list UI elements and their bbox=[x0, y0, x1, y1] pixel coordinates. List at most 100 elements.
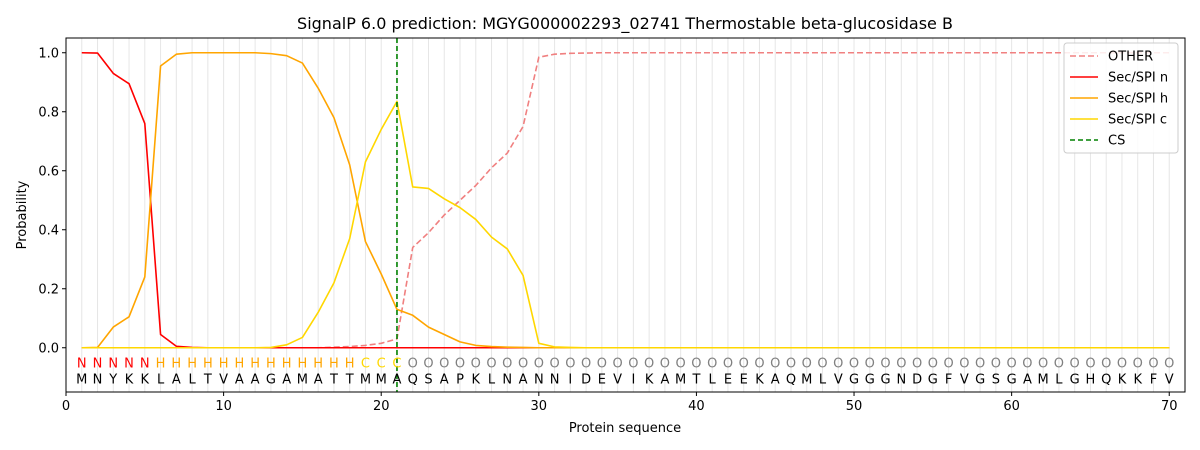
region-label: H bbox=[219, 357, 229, 372]
region-label: O bbox=[423, 357, 433, 372]
residue-label: G bbox=[1070, 373, 1080, 388]
residue-label: M bbox=[360, 373, 371, 388]
legend-label-cs: CS bbox=[1108, 134, 1125, 149]
region-label: O bbox=[849, 357, 859, 372]
chart-title: SignalP 6.0 prediction: MGYG000002293_02… bbox=[297, 14, 953, 34]
region-label: O bbox=[1164, 357, 1174, 372]
region-label: O bbox=[660, 357, 670, 372]
region-label: O bbox=[1054, 357, 1064, 372]
residue-label: M bbox=[1038, 373, 1049, 388]
residue-label: L bbox=[709, 373, 717, 388]
residue-label: G bbox=[928, 373, 938, 388]
residue-label: S bbox=[424, 373, 432, 388]
residue-label: L bbox=[157, 373, 165, 388]
region-label: O bbox=[707, 357, 717, 372]
residue-label: I bbox=[568, 373, 572, 388]
legend-label-sec-spi-c: Sec/SPI c bbox=[1108, 113, 1167, 128]
residue-label: H bbox=[1086, 373, 1096, 388]
y-tick-label: 1.0 bbox=[38, 46, 59, 61]
region-label: O bbox=[439, 357, 449, 372]
residue-label: G bbox=[975, 373, 985, 388]
region-label: O bbox=[613, 357, 623, 372]
residue-label: K bbox=[755, 373, 764, 388]
residue-label: N bbox=[534, 373, 544, 388]
plot-frame bbox=[65, 37, 1186, 393]
x-tick-label: 30 bbox=[531, 399, 548, 414]
region-label: O bbox=[1117, 357, 1127, 372]
region-label: O bbox=[770, 357, 780, 372]
residue-label: D bbox=[912, 373, 922, 388]
region-label: O bbox=[786, 357, 796, 372]
region-label: H bbox=[329, 357, 339, 372]
residue-label: V bbox=[1165, 373, 1174, 388]
residue-label: K bbox=[125, 373, 134, 388]
residue-label: M bbox=[675, 373, 686, 388]
region-label: O bbox=[644, 357, 654, 372]
legend: OTHER Sec/SPI n Sec/SPI h Sec/SPI c CS bbox=[1063, 42, 1179, 154]
x-tick-label: 10 bbox=[215, 399, 232, 414]
residue-label: F bbox=[1150, 373, 1157, 388]
residue-label: K bbox=[472, 373, 481, 388]
residue-label: G bbox=[881, 373, 891, 388]
residue-label: T bbox=[329, 373, 338, 388]
region-label: O bbox=[1148, 357, 1158, 372]
residue-label: K bbox=[1118, 373, 1127, 388]
residue-label: N bbox=[550, 373, 560, 388]
residue-label: M bbox=[801, 373, 812, 388]
residue-label: A bbox=[251, 373, 260, 388]
x-tick-label: 40 bbox=[688, 399, 705, 414]
region-label: O bbox=[1007, 357, 1017, 372]
region-label: O bbox=[817, 357, 827, 372]
sequence-annotation: NMNNNYNKNKHLHAHLHTHVHAHAHGHAHMHAHTHTCMCM… bbox=[76, 357, 1174, 388]
y-tick-label: 0.8 bbox=[38, 105, 59, 120]
region-label: O bbox=[471, 357, 481, 372]
grid-lines bbox=[81, 38, 1170, 392]
region-label: O bbox=[959, 357, 969, 372]
residue-label: L bbox=[819, 373, 827, 388]
residue-label: A bbox=[172, 373, 181, 388]
region-label: N bbox=[108, 357, 118, 372]
region-label: O bbox=[1070, 357, 1080, 372]
region-label: O bbox=[581, 357, 591, 372]
residue-label: K bbox=[645, 373, 654, 388]
y-axis-label: Probability bbox=[15, 180, 30, 249]
region-label: O bbox=[628, 357, 638, 372]
residue-label: L bbox=[188, 373, 196, 388]
region-label: H bbox=[298, 357, 308, 372]
region-label: O bbox=[833, 357, 843, 372]
residue-label: P bbox=[456, 373, 464, 388]
residue-label: Q bbox=[1101, 373, 1111, 388]
region-label: O bbox=[502, 357, 512, 372]
residue-label: M bbox=[376, 373, 387, 388]
residue-label: V bbox=[613, 373, 622, 388]
residue-label: A bbox=[235, 373, 244, 388]
residue-label: A bbox=[440, 373, 449, 388]
region-label: O bbox=[691, 357, 701, 372]
y-tick-label: 0.0 bbox=[38, 341, 59, 356]
x-tick-label: 60 bbox=[1003, 399, 1020, 414]
region-label: O bbox=[534, 357, 544, 372]
legend-label-other: OTHER bbox=[1108, 50, 1153, 65]
region-label: O bbox=[865, 357, 875, 372]
residue-label: M bbox=[297, 373, 308, 388]
residue-label: I bbox=[631, 373, 635, 388]
region-label: O bbox=[896, 357, 906, 372]
x-axis-label: Protein sequence bbox=[569, 421, 681, 436]
region-label: N bbox=[77, 357, 87, 372]
region-label: O bbox=[943, 357, 953, 372]
residue-label: V bbox=[219, 373, 228, 388]
region-label: O bbox=[597, 357, 607, 372]
residue-label: V bbox=[960, 373, 969, 388]
region-label: O bbox=[486, 357, 496, 372]
residue-label: G bbox=[266, 373, 276, 388]
residue-label: E bbox=[740, 373, 748, 388]
region-label: C bbox=[392, 357, 401, 372]
residue-label: A bbox=[1023, 373, 1032, 388]
region-label: H bbox=[203, 357, 213, 372]
legend-label-sec-spi-h: Sec/SPI h bbox=[1108, 92, 1168, 107]
residue-label: D bbox=[581, 373, 591, 388]
region-label: H bbox=[266, 357, 276, 372]
region-label: H bbox=[345, 357, 355, 372]
